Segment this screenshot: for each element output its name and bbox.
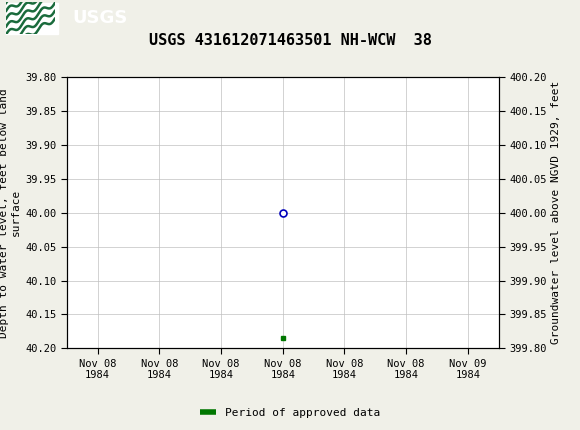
Y-axis label: Groundwater level above NGVD 1929, feet: Groundwater level above NGVD 1929, feet <box>551 81 561 344</box>
Legend: Period of approved data: Period of approved data <box>195 403 385 422</box>
Text: USGS: USGS <box>72 9 128 27</box>
Bar <box>6 3 58 34</box>
Text: USGS 431612071463501 NH-WCW  38: USGS 431612071463501 NH-WCW 38 <box>148 34 432 48</box>
Y-axis label: Depth to water level, feet below land
surface: Depth to water level, feet below land su… <box>0 88 21 338</box>
